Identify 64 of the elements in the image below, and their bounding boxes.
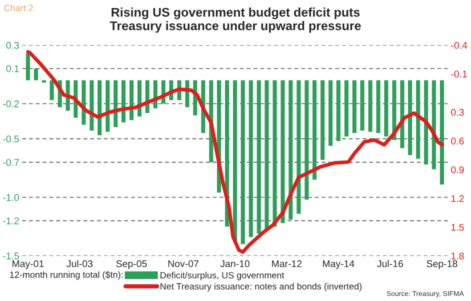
bar (408, 80, 412, 156)
y2-tick-label: 1.2 (451, 195, 464, 202)
bar (416, 80, 420, 159)
y2-tick-label: 0.9 (451, 166, 464, 174)
y-tick-label: 0.3 (6, 42, 19, 49)
bar (320, 80, 325, 160)
bar (296, 80, 301, 214)
bar (26, 53, 30, 80)
bar (424, 80, 428, 165)
y2-tick-label: -0.4 (451, 42, 468, 49)
bar (328, 80, 333, 146)
bar (336, 80, 340, 142)
x-tick-label: May-01 (12, 260, 44, 270)
x-tick-label: May-14 (322, 260, 354, 270)
bar (233, 80, 238, 242)
bar (272, 80, 277, 227)
y-tick-label: -0.5 (3, 136, 19, 142)
bar (106, 80, 110, 132)
bar (280, 80, 285, 224)
bar (248, 80, 253, 238)
bar (240, 80, 245, 244)
y-tick-label: -1.5 (3, 252, 19, 260)
bar (360, 80, 364, 131)
x-tick-label: Jul-03 (66, 260, 92, 268)
bar (114, 80, 118, 128)
bar (256, 80, 261, 234)
bar (376, 80, 380, 133)
x-tick-label: Jul-16 (377, 260, 403, 268)
bar (432, 80, 436, 170)
y-tick-label: -0.2 (3, 100, 19, 108)
bar (312, 80, 317, 180)
legend-label: Deficit/surplus, US government (160, 272, 284, 280)
x-tick-label: Mar-12 (272, 260, 302, 268)
y-tick-label: -1.0 (3, 194, 19, 201)
bar (384, 80, 388, 136)
x-tick-label: Nov-07 (168, 260, 198, 268)
line-series (26, 50, 444, 254)
chart-title: Rising US government budget deficit puts Treasury issuance under upward pressure (110, 8, 361, 33)
legend-title: 12-month running total ($tn): (10, 271, 123, 280)
bar (304, 80, 309, 200)
bar (98, 80, 102, 136)
bar (440, 80, 444, 184)
bar (34, 68, 38, 80)
y2-tick-label: 1.8 (451, 252, 464, 260)
bar (288, 80, 293, 220)
y2-tick-label: -0.1 (451, 70, 467, 78)
legend-label: Net Treasury issuance: notes and bonds (inverted) (160, 282, 362, 292)
bar (344, 80, 348, 136)
y-tick-label: -1.2 (3, 217, 19, 224)
x-tick-label: Sep-18 (426, 260, 458, 270)
caption: Chart 2 (4, 4, 33, 12)
y2-tick-label: 0.3 (451, 108, 464, 116)
bar (368, 80, 372, 132)
y2-tick-label: 1.5 (451, 224, 464, 231)
bar (352, 80, 356, 133)
y2-tick-label: 0.6 (451, 138, 464, 145)
y-tick-label: -0.7 (3, 158, 19, 166)
x-tick-label: Jan-10 (220, 260, 250, 268)
bar (264, 80, 269, 230)
y-tick-label: 0.1 (6, 65, 19, 72)
bar (121, 80, 126, 122)
bar (90, 80, 94, 131)
bar (50, 80, 54, 100)
x-tick-label: Sep-05 (116, 260, 147, 270)
